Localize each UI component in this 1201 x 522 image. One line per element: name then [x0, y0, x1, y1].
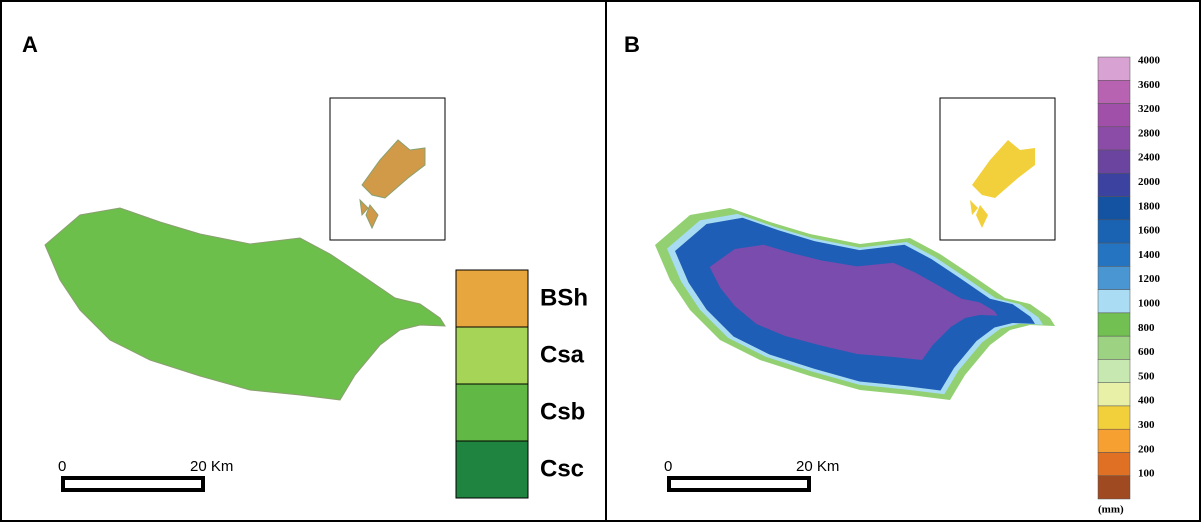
- colorbar-label: 1200: [1138, 273, 1161, 285]
- colorbar-cell: [1098, 429, 1130, 452]
- colorbar-label: 3200: [1138, 103, 1161, 115]
- scale-bar: 0 20 Km: [664, 458, 839, 490]
- colorbar-label: 1400: [1138, 249, 1161, 261]
- figure: A BShCsaCsbCsc 0 20 Km B 400036003200280…: [0, 0, 1201, 522]
- scale-rect: [669, 478, 809, 490]
- legend-label: Csc: [540, 455, 584, 482]
- legend-swatch: [456, 441, 528, 498]
- scale-rect: [63, 478, 203, 490]
- colorbar-cell: [1098, 359, 1130, 382]
- colorbar-label: 200: [1138, 443, 1155, 455]
- colorbar-cell: [1098, 220, 1130, 243]
- colorbar-cell: [1098, 313, 1130, 336]
- colorbar-label: 800: [1138, 322, 1155, 334]
- scale-bar: 0 20 Km: [58, 458, 233, 490]
- colorbar-cell: [1098, 127, 1130, 150]
- colorbar: 4000 3600 3200 2800 2400 2000 1800 1600 1400 1200…: [1098, 55, 1161, 516]
- legend-swatch: [456, 327, 528, 384]
- colorbar-label: 400: [1138, 395, 1155, 407]
- colorbar-cell: [1098, 150, 1130, 173]
- colorbar-cell: [1098, 406, 1130, 429]
- legend-swatch: [456, 270, 528, 327]
- colorbar-label: 600: [1138, 346, 1155, 358]
- colorbar-label: 100: [1138, 468, 1155, 480]
- colorbar-cell: [1098, 452, 1130, 475]
- legend-label: Csb: [540, 398, 585, 425]
- scale-start: 0: [664, 458, 672, 475]
- colorbar-label: 3600: [1138, 79, 1161, 91]
- colorbar-cell: [1098, 266, 1130, 289]
- colorbar-cell: [1098, 243, 1130, 266]
- colorbar-label: 2800: [1138, 127, 1161, 139]
- colorbar-cell: [1098, 104, 1130, 127]
- panel-label: B: [624, 32, 640, 57]
- colorbar-cell: [1098, 476, 1130, 499]
- colorbar-label: 2000: [1138, 176, 1161, 188]
- colorbar-unit: (mm): [1098, 504, 1124, 516]
- scale-end: 20 Km: [190, 458, 233, 475]
- colorbar-label: 1600: [1138, 225, 1161, 237]
- colorbar-cell: [1098, 197, 1130, 220]
- colorbar-label: 2400: [1138, 152, 1161, 164]
- panel-label: A: [22, 32, 38, 57]
- colorbar-label: 1800: [1138, 200, 1161, 212]
- colorbar-cell: [1098, 57, 1130, 80]
- colorbar-cell: [1098, 383, 1130, 406]
- colorbar-label: 500: [1138, 370, 1155, 382]
- colorbar-cell: [1098, 80, 1130, 103]
- colorbar-cell: [1098, 173, 1130, 196]
- legend-label: Csa: [540, 341, 585, 368]
- scale-end: 20 Km: [796, 458, 839, 475]
- colorbar-label: 1000: [1138, 298, 1161, 310]
- scale-start: 0: [58, 458, 66, 475]
- colorbar-label: 300: [1138, 419, 1155, 431]
- colorbar-cell: [1098, 336, 1130, 359]
- colorbar-label: 4000: [1138, 55, 1161, 67]
- legend-label: BSh: [540, 284, 588, 311]
- legend: BSh Csa Csb Csc: [456, 270, 588, 498]
- colorbar-cell: [1098, 290, 1130, 313]
- legend-swatch: [456, 384, 528, 441]
